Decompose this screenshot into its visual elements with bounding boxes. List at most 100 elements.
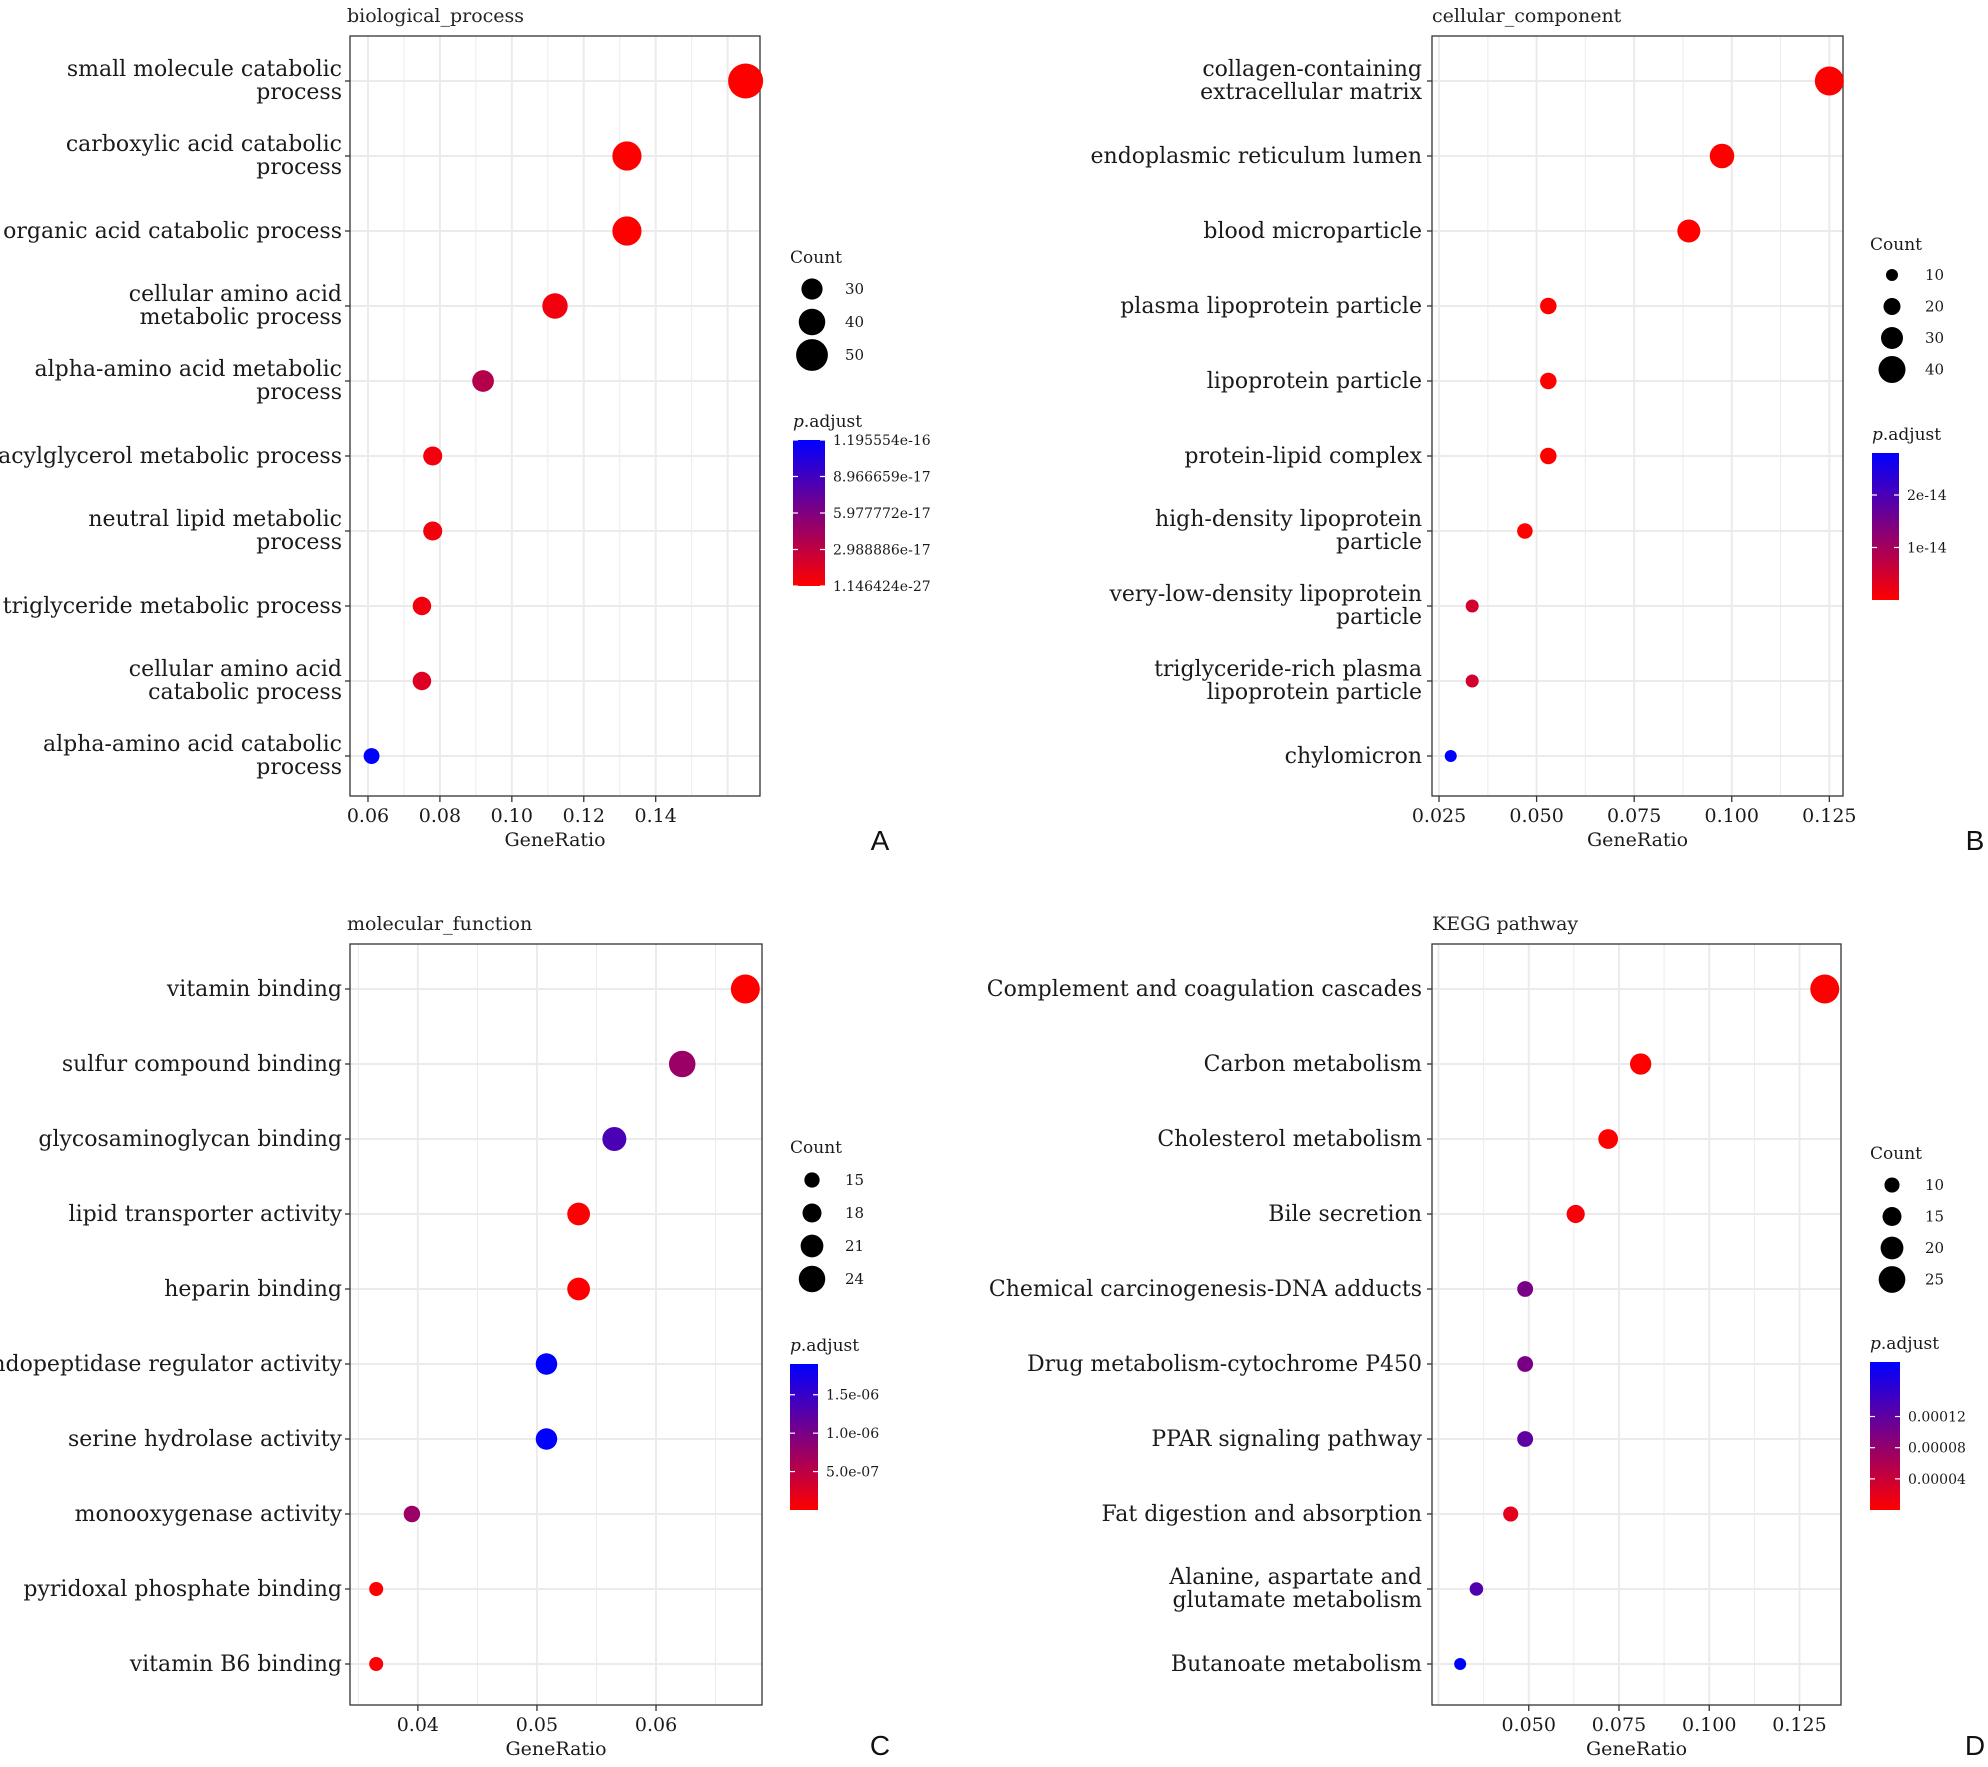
data-point xyxy=(1444,750,1457,762)
data-point xyxy=(602,1127,627,1151)
color-legend-title: p.adjust xyxy=(1872,425,1941,445)
chart-title: cellular_component xyxy=(1432,5,1622,27)
y-tick-label: particle xyxy=(1336,530,1422,555)
chart-title: biological_process xyxy=(347,5,524,27)
color-legend-title: p.adjust xyxy=(790,1336,859,1356)
y-tick-label: Fat digestion and absorption xyxy=(1101,1502,1422,1527)
color-legend-title-rest: .adjust xyxy=(804,412,862,432)
size-legend-key xyxy=(1878,356,1906,383)
y-tick-label: triglyceride-rich plasma xyxy=(1154,657,1422,682)
size-legend-label: 24 xyxy=(845,1270,864,1288)
y-tick-label: triglyceride metabolic process xyxy=(3,594,342,619)
x-tick-label: 0.12 xyxy=(563,805,605,827)
y-tick-label: Alanine, aspartate and xyxy=(1168,1565,1422,1590)
size-legend-key xyxy=(798,1265,826,1293)
plot-area xyxy=(1432,36,1843,796)
data-point xyxy=(423,521,443,541)
y-tick-label: organic acid catabolic process xyxy=(3,219,342,244)
size-legend-key xyxy=(801,278,823,300)
data-point xyxy=(1540,372,1557,390)
x-tick-label: 0.14 xyxy=(635,805,677,827)
size-legend-key xyxy=(796,339,828,371)
size-legend-title: Count xyxy=(1870,1144,1922,1164)
y-tick-label: Butanoate metabolism xyxy=(1171,1652,1422,1677)
data-point xyxy=(369,1657,384,1671)
color-legend-label: 1.146424e-27 xyxy=(833,579,931,595)
y-tick-label: cellular amino acid xyxy=(129,657,342,682)
data-point xyxy=(1814,66,1844,96)
chart-title: KEGG pathway xyxy=(1432,913,1578,935)
x-axis-label: GeneRatio xyxy=(1587,829,1688,851)
color-legend-label: 0.00012 xyxy=(1908,1410,1966,1426)
data-point xyxy=(1630,1053,1652,1075)
y-tick-label: Complement and coagulation cascades xyxy=(987,977,1422,1002)
data-point xyxy=(412,671,432,691)
y-tick-label: particle xyxy=(1336,605,1422,630)
color-legend-label: 1.195554e-16 xyxy=(833,433,931,449)
y-tick-label: lipid transporter activity xyxy=(69,1202,343,1227)
color-legend-label: 5.977772e-17 xyxy=(833,506,931,522)
y-tick-label: Cholesterol metabolism xyxy=(1157,1127,1422,1152)
size-legend-key xyxy=(802,1203,822,1223)
y-tick-label: lipoprotein particle xyxy=(1207,680,1422,705)
y-tick-label: monooxygenase activity xyxy=(75,1502,343,1527)
data-point xyxy=(612,216,642,246)
plot-border xyxy=(1431,35,1844,797)
x-tick-label: 0.08 xyxy=(419,805,461,827)
size-legend-label: 20 xyxy=(1925,298,1944,316)
x-tick-label: 0.050 xyxy=(1502,1714,1556,1736)
y-tick-label: sulfur compound binding xyxy=(62,1052,342,1077)
size-legend-label: 30 xyxy=(1925,329,1944,347)
size-legend-key xyxy=(1883,298,1901,315)
panel-letter: C xyxy=(870,1730,890,1761)
panel-b: cellular_component collagen-containingext… xyxy=(1091,5,1985,856)
y-tick-label: vitamin binding xyxy=(166,977,342,1002)
data-point xyxy=(1517,1281,1534,1297)
color-legend-title: p.adjust xyxy=(793,412,862,432)
data-point xyxy=(728,63,764,99)
size-legend-label: 50 xyxy=(845,346,864,364)
size-legend-label: 25 xyxy=(1925,1271,1944,1289)
size-legend-title: Count xyxy=(790,1138,842,1158)
data-point xyxy=(730,974,760,1004)
x-tick-label: 0.06 xyxy=(635,1714,677,1736)
y-tick-label: process xyxy=(256,530,342,555)
data-point xyxy=(472,370,494,392)
y-tick-label: PPAR signaling pathway xyxy=(1151,1427,1422,1452)
data-point xyxy=(369,1582,384,1596)
y-tick-label: protein-lipid complex xyxy=(1184,444,1422,469)
data-point xyxy=(423,446,443,466)
color-legend-bar xyxy=(793,440,825,586)
size-legend-key xyxy=(1886,269,1898,281)
size-legend-label: 21 xyxy=(845,1237,864,1255)
y-tick-label: plasma lipoprotein particle xyxy=(1120,294,1422,319)
data-point xyxy=(1503,1506,1519,1522)
x-tick-label: 0.100 xyxy=(1682,1714,1736,1736)
x-tick-label: 0.06 xyxy=(347,805,389,827)
y-tick-label: endoplasmic reticulum lumen xyxy=(1091,144,1422,169)
data-point xyxy=(1566,1204,1585,1224)
data-point xyxy=(567,1277,590,1301)
y-tick-label: serine hydrolase activity xyxy=(68,1427,343,1452)
color-legend-label: 1.5e-06 xyxy=(826,1388,879,1404)
x-axis-label: GeneRatio xyxy=(505,1738,606,1760)
data-point xyxy=(535,1353,558,1375)
y-tick-label: alpha-amino acid catabolic xyxy=(43,732,342,757)
data-point xyxy=(1454,1658,1467,1670)
y-tick-label: process xyxy=(256,80,342,105)
size-legend-key xyxy=(1878,1266,1906,1293)
size-legend-label: 10 xyxy=(1925,1176,1944,1194)
size-legend-key xyxy=(1880,1236,1904,1260)
color-legend-label: 5.0e-07 xyxy=(826,1465,879,1481)
size-legend-label: 40 xyxy=(1925,361,1944,379)
y-tick-label: carboxylic acid catabolic xyxy=(66,132,342,157)
y-tick-label: glutamate metabolism xyxy=(1173,1588,1423,1613)
y-tick-label: neutral lipid metabolic xyxy=(88,507,342,532)
y-tick-label: Drug metabolism-cytochrome P450 xyxy=(1027,1352,1422,1377)
plot-border xyxy=(1431,943,1842,1706)
y-tick-label: high-density lipoprotein xyxy=(1155,507,1422,532)
y-tick-label: heparin binding xyxy=(164,1277,342,1302)
y-tick-label: process xyxy=(256,755,342,780)
